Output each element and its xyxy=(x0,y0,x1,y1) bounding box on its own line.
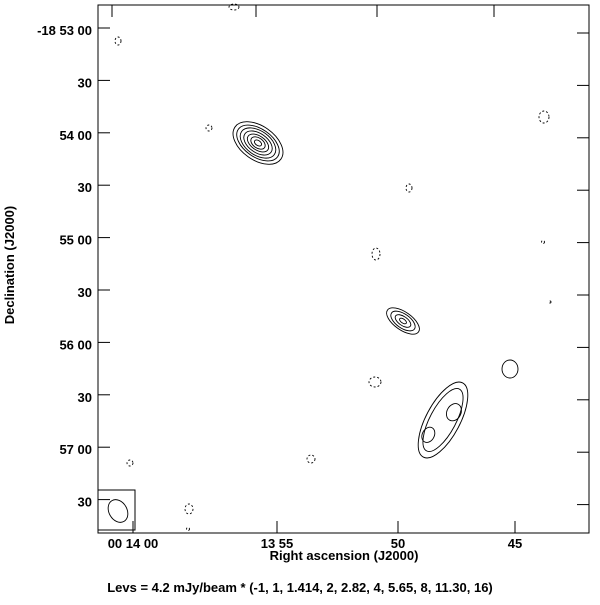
axis-ticks: -18 53 00 30 54 00 30 55 00 30 56 00 30 57 00 30 0… xyxy=(37,5,589,551)
y-axis-label: Declination (J2000) xyxy=(2,206,17,325)
beam xyxy=(97,489,136,531)
x-tick-label: 00 14 00 xyxy=(108,536,159,551)
y-tick-label: -18 53 00 xyxy=(37,23,92,38)
contours xyxy=(114,3,552,531)
y-tick-label: 30 xyxy=(78,285,92,300)
x-axis-label: Right ascension (J2000) xyxy=(270,548,419,563)
x-tick-label: 45 xyxy=(508,536,522,551)
y-tick-label: 30 xyxy=(78,75,92,90)
y-tick-label: 30 xyxy=(78,495,92,510)
x-tick-label: 50 xyxy=(391,536,405,551)
y-tick-label: 57 00 xyxy=(59,442,92,457)
plot-frame xyxy=(97,4,590,534)
y-tick-label: 54 00 xyxy=(59,128,92,143)
caption: Levs = 4.2 mJy/beam * (-1, 1, 1.414, 2, … xyxy=(107,580,493,595)
y-tick-label: 55 00 xyxy=(59,233,92,248)
x-tick-label: 13 55 xyxy=(261,536,294,551)
y-tick-label: 30 xyxy=(78,180,92,195)
y-tick-label: 30 xyxy=(78,390,92,405)
y-tick-label: 56 00 xyxy=(59,337,92,352)
